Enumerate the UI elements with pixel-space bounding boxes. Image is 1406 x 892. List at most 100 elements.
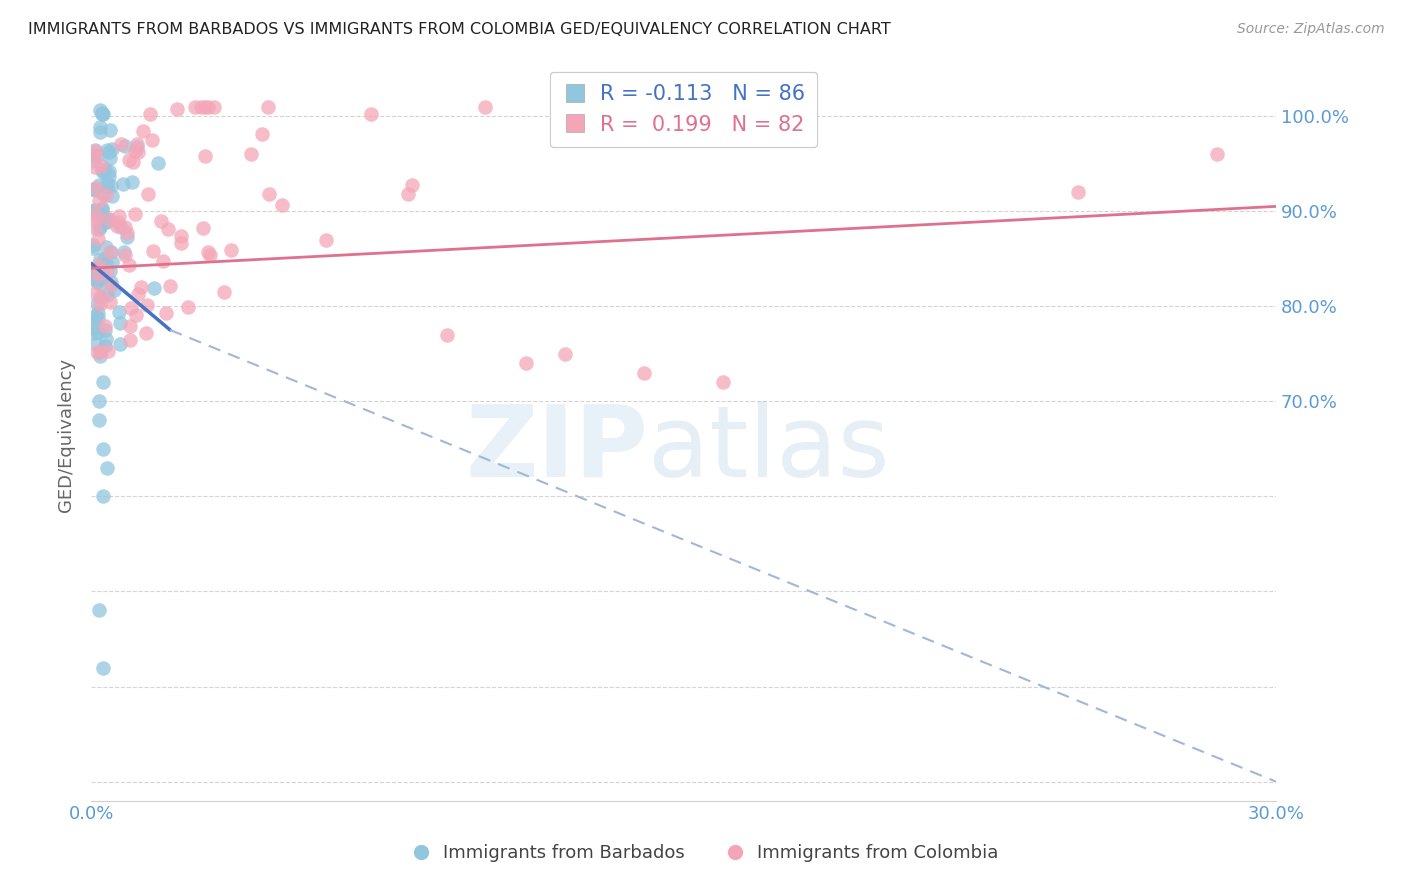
Point: [98, 294, 121, 309]
Point: [166, 102, 188, 116]
Point: [396, 187, 419, 202]
Point: [197, 99, 219, 113]
Point: [86, 344, 108, 359]
Point: [554, 347, 576, 361]
Point: [112, 244, 135, 259]
Legend: R = -0.113   N = 86, R =  0.199   N = 82: R = -0.113 N = 86, R = 0.199 N = 82: [550, 71, 817, 147]
Point: [82, 238, 104, 252]
Point: [86, 149, 108, 163]
Point: [91, 186, 114, 201]
Y-axis label: GED/Equivalency: GED/Equivalency: [58, 358, 75, 512]
Point: [110, 137, 132, 152]
Point: [87, 311, 110, 326]
Point: [177, 300, 200, 314]
Point: [87, 326, 110, 340]
Point: [94, 240, 117, 254]
Point: [474, 99, 496, 113]
Point: [84, 144, 107, 158]
Point: [155, 306, 177, 320]
Point: [271, 198, 294, 212]
Point: [90, 159, 112, 173]
Point: [252, 128, 274, 142]
Point: [84, 143, 107, 157]
Point: [105, 219, 128, 233]
Point: [135, 298, 157, 312]
Point: [135, 326, 157, 340]
Point: [118, 153, 141, 167]
Point: [94, 332, 117, 346]
Point: [132, 124, 155, 138]
Point: [91, 107, 114, 121]
Point: [100, 278, 122, 293]
Point: [89, 349, 111, 363]
Point: [84, 207, 107, 221]
Point: [100, 142, 122, 156]
Point: [87, 306, 110, 320]
Point: [107, 215, 129, 229]
Point: [118, 259, 141, 273]
Point: [169, 236, 191, 251]
Point: [1067, 185, 1090, 199]
Point: [114, 139, 136, 153]
Point: [202, 99, 225, 113]
Point: [83, 183, 105, 197]
Point: [83, 315, 105, 329]
Point: [114, 219, 136, 234]
Point: [515, 356, 537, 370]
Point: [170, 229, 193, 244]
Point: [711, 376, 734, 390]
Point: [157, 221, 180, 235]
Point: [259, 186, 281, 201]
Point: [110, 337, 132, 351]
Point: [84, 161, 107, 175]
Point: [87, 603, 110, 617]
Point: [360, 107, 382, 121]
Point: [124, 207, 146, 221]
Point: [89, 125, 111, 139]
Point: [84, 213, 107, 227]
Point: [98, 164, 121, 178]
Point: [83, 321, 105, 335]
Point: [108, 305, 131, 319]
Point: [89, 222, 111, 236]
Point: [120, 301, 142, 316]
Point: [114, 248, 136, 262]
Point: [110, 316, 132, 330]
Point: [87, 194, 110, 208]
Point: [125, 136, 148, 151]
Point: [98, 123, 121, 137]
Point: [100, 275, 122, 289]
Point: [87, 268, 110, 283]
Point: [121, 175, 143, 189]
Point: [97, 212, 120, 227]
Point: [86, 297, 108, 311]
Point: [115, 230, 138, 244]
Point: [84, 272, 107, 286]
Point: [91, 107, 114, 121]
Point: [142, 280, 165, 294]
Point: [87, 258, 110, 272]
Point: [124, 145, 146, 159]
Point: [83, 202, 105, 217]
Point: [96, 263, 118, 277]
Point: [82, 261, 104, 276]
Point: [110, 220, 132, 235]
Point: [96, 143, 118, 157]
Point: [98, 211, 121, 226]
Legend: Immigrants from Barbados, Immigrants from Colombia: Immigrants from Barbados, Immigrants fro…: [401, 838, 1005, 870]
Point: [111, 177, 134, 191]
Point: [197, 245, 219, 260]
Point: [121, 155, 143, 169]
Text: ZIP: ZIP: [465, 401, 648, 498]
Point: [98, 264, 121, 278]
Text: atlas: atlas: [648, 401, 890, 498]
Point: [125, 139, 148, 153]
Point: [93, 211, 115, 225]
Point: [103, 284, 125, 298]
Point: [96, 343, 118, 358]
Point: [96, 179, 118, 194]
Point: [84, 220, 107, 235]
Point: [194, 100, 217, 114]
Point: [240, 146, 263, 161]
Point: [120, 319, 142, 334]
